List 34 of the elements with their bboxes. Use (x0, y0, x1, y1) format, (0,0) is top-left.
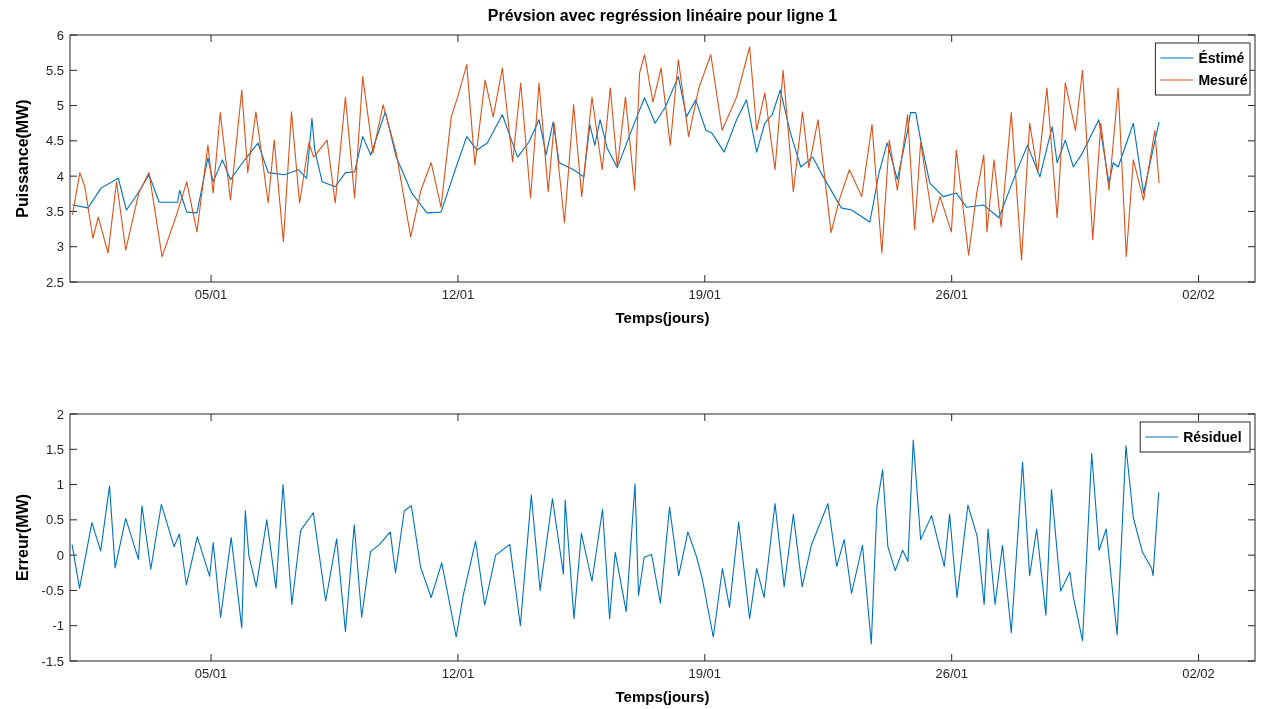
x-tick-label: 12/01 (441, 287, 475, 302)
y-tick-label: 2.5 (45, 274, 64, 290)
y-tick-label: 3.5 (45, 203, 64, 219)
y-tick-label: -0.5 (41, 582, 64, 598)
x-tick-label: 02/02 (1182, 666, 1215, 681)
y-tick-label: -1.5 (41, 653, 64, 669)
y-tick-label: 3 (56, 239, 64, 255)
x-tick-label: 12/01 (441, 666, 475, 681)
y-tick-label: -1 (52, 618, 64, 634)
y-axis-title: Erreur(MW) (14, 493, 31, 582)
legend-label: Mesuré (1198, 72, 1248, 88)
chart-title: Prévsion avec regréssion linéaire pour ligne 1 (487, 7, 838, 24)
y-tick-label: 5 (56, 98, 64, 114)
x-axis-title: Temps(jours) (615, 309, 710, 326)
x-tick-label: 05/01 (194, 287, 228, 302)
y-axis-title: Puissance(MW) (14, 99, 31, 218)
y-tick-label: 0.5 (45, 512, 64, 528)
y-tick-label: 1.5 (45, 441, 64, 457)
x-tick-label: 05/01 (194, 666, 228, 681)
legend-label: Résiduel (1183, 429, 1242, 445)
y-tick-label: 2 (56, 406, 64, 422)
x-tick-label: 02/02 (1182, 287, 1215, 302)
y-tick-label: 0 (56, 547, 64, 563)
legend-label: Éstimé (1198, 50, 1245, 66)
y-tick-label: 5.5 (45, 62, 64, 78)
x-tick-label: 26/01 (935, 287, 968, 302)
y-tick-label: 1 (56, 477, 64, 493)
x-tick-label: 19/01 (688, 287, 722, 302)
x-tick-label: 19/01 (688, 666, 722, 681)
y-tick-label: 4.5 (45, 133, 64, 149)
y-tick-label: 4 (56, 168, 64, 184)
y-tick-label: 6 (56, 27, 64, 43)
x-tick-label: 26/01 (935, 666, 968, 681)
x-axis-title: Temps(jours) (615, 688, 710, 705)
